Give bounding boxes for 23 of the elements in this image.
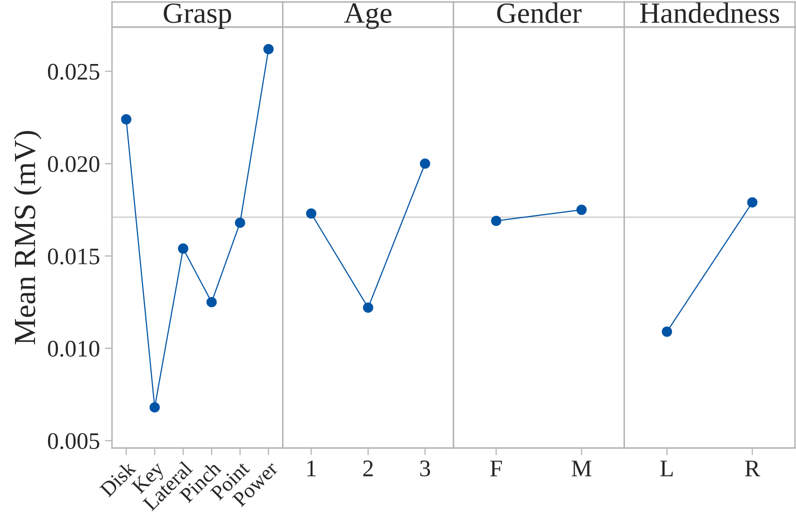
- point: [121, 114, 132, 124]
- x-tick-label: 2: [363, 460, 373, 476]
- x-tick-label: R: [745, 460, 760, 476]
- y-tick-label: 0.020: [48, 156, 100, 172]
- chart-title: Handedness: [640, 2, 780, 24]
- x-tick-label: 3: [420, 460, 430, 476]
- chart-title: Gender: [497, 2, 582, 24]
- y-axis-title: Mean RMS (mV): [14, 131, 42, 344]
- x-tick-label: M: [572, 460, 592, 476]
- point: [234, 218, 246, 228]
- x-tick-label: L: [660, 460, 673, 476]
- y-tick-label: 0.010: [48, 340, 100, 357]
- x-tick-label: 1: [307, 460, 316, 476]
- point: [263, 44, 274, 54]
- y-tick-label: 0.005: [48, 433, 100, 450]
- chart-title: Grasp: [164, 3, 232, 29]
- y-tick-label: 0.025: [48, 64, 100, 80]
- x-tick-label: F: [490, 460, 502, 476]
- point: [150, 402, 160, 413]
- y-tick-label: 0.015: [48, 248, 100, 264]
- point: [178, 243, 188, 254]
- chart-title: Age: [344, 3, 392, 29]
- point: [206, 296, 217, 308]
